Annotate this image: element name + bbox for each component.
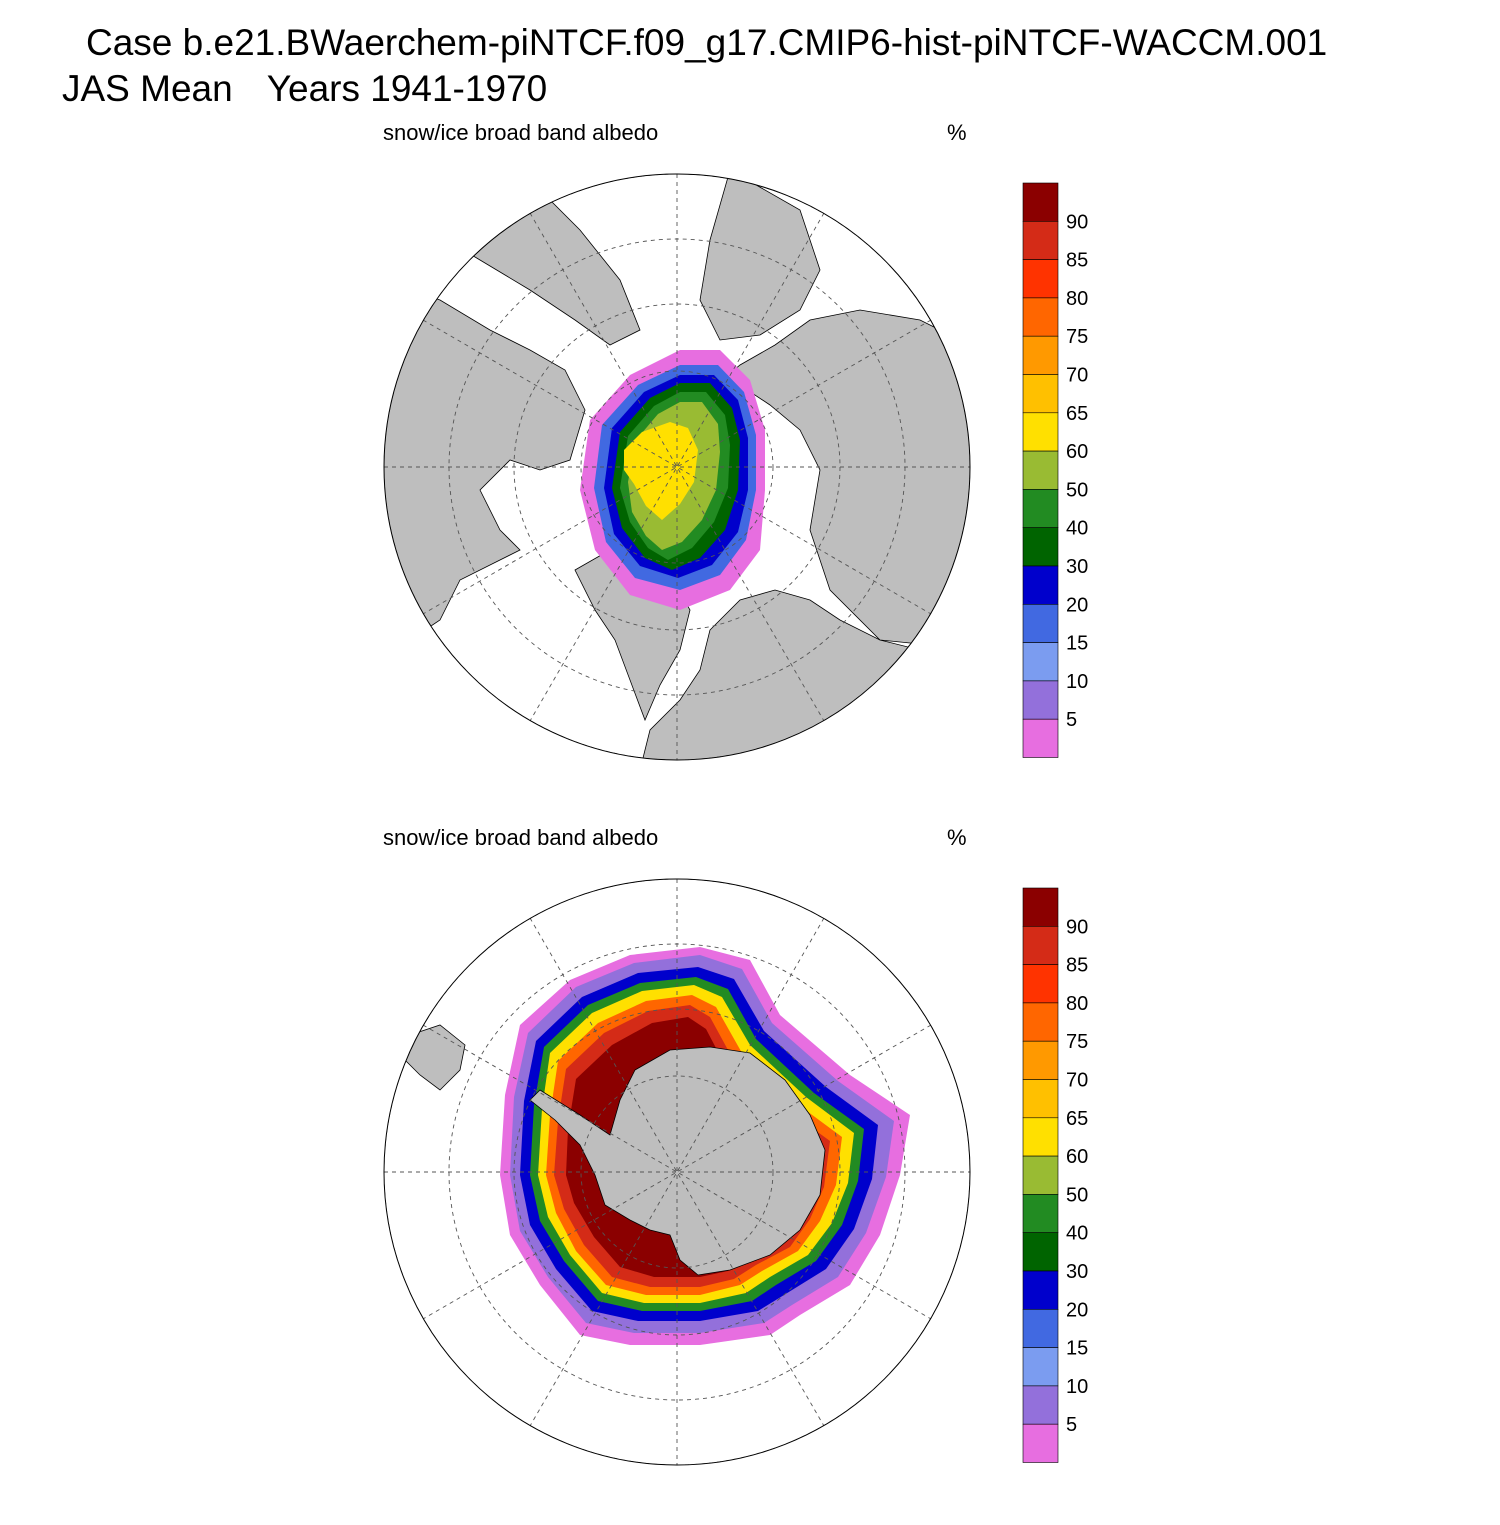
colorbar-tick-label: 60 bbox=[1066, 441, 1088, 463]
colorbar-swatch bbox=[1022, 1385, 1059, 1425]
colorbar-tick-label: 30 bbox=[1066, 1261, 1088, 1283]
colorbar-swatch bbox=[1022, 220, 1059, 260]
colorbar-swatch bbox=[1022, 1117, 1059, 1157]
colorbar-swatch bbox=[1022, 259, 1059, 299]
colorbar-tick-label: 75 bbox=[1066, 1031, 1088, 1053]
panel-north-title: snow/ice broad band albedo bbox=[383, 120, 659, 145]
colorbar-swatch bbox=[1022, 680, 1059, 720]
colorbar-swatch bbox=[1022, 297, 1059, 337]
colorbar-tick-label: 10 bbox=[1066, 1376, 1088, 1398]
case-title: Case b.e21.BWaerchem-piNTCF.f09_g17.CMIP… bbox=[86, 22, 1328, 63]
colorbar-swatch bbox=[1022, 1308, 1059, 1348]
colorbar-tick-label: 20 bbox=[1066, 1299, 1088, 1321]
panel-south-title: snow/ice broad band albedo bbox=[383, 825, 659, 850]
colorbar-tick-label: 85 bbox=[1066, 250, 1088, 272]
panel-south: snow/ice broad band albedo % 90 85 bbox=[0, 825, 1500, 1525]
colorbar-swatch bbox=[1022, 1423, 1059, 1463]
colorbar-swatch bbox=[1022, 412, 1059, 452]
colorbar-swatch bbox=[1022, 718, 1059, 758]
south-america-land bbox=[404, 1024, 466, 1091]
south-colorbar: 90 85 80 75 70 65 60 50 40 30 20 15 10 5 bbox=[1022, 887, 1088, 1463]
years-label: Years 1941-1970 bbox=[266, 68, 548, 109]
colorbar-swatch bbox=[1022, 450, 1059, 490]
ice-band-60 bbox=[624, 422, 698, 520]
colorbar-swatch bbox=[1022, 1155, 1059, 1195]
north-map-border bbox=[383, 173, 971, 761]
colorbar-tick-label: 85 bbox=[1066, 955, 1088, 977]
south-map-border bbox=[383, 878, 971, 1466]
colorbar-tick-label: 75 bbox=[1066, 326, 1088, 348]
colorbar-tick-label: 50 bbox=[1066, 479, 1088, 501]
colorbar-tick-label: 5 bbox=[1066, 1414, 1077, 1436]
colorbar-swatch bbox=[1022, 1194, 1059, 1233]
colorbar-swatch bbox=[1022, 1079, 1059, 1119]
colorbar-swatch bbox=[1022, 1270, 1059, 1310]
colorbar-tick-label: 70 bbox=[1066, 365, 1088, 387]
colorbar-tick-label: 40 bbox=[1066, 518, 1088, 540]
colorbar-swatch bbox=[1022, 182, 1059, 222]
north-america-land bbox=[384, 279, 586, 641]
north-graticule bbox=[384, 174, 970, 760]
colorbar-swatch bbox=[1022, 1347, 1059, 1387]
season-years-title: JAS Mean Years 1941-1970 bbox=[62, 68, 547, 110]
north-land bbox=[384, 174, 970, 760]
colorbar-tick-label: 65 bbox=[1066, 1108, 1088, 1130]
antarctica-land bbox=[529, 1046, 826, 1276]
colorbar-tick-label: 80 bbox=[1066, 288, 1088, 310]
colorbar-swatch bbox=[1022, 887, 1059, 927]
colorbar-tick-label: 15 bbox=[1066, 1338, 1088, 1360]
south-land bbox=[404, 1024, 826, 1276]
colorbar-tick-label: 10 bbox=[1066, 671, 1088, 693]
colorbar-tick-label: 30 bbox=[1066, 556, 1088, 578]
colorbar-swatch bbox=[1022, 374, 1059, 414]
colorbar-swatch bbox=[1022, 489, 1059, 528]
south-polar-map bbox=[383, 878, 971, 1466]
north-polar-map bbox=[383, 173, 971, 761]
colorbar-tick-label: 65 bbox=[1066, 403, 1088, 425]
colorbar-swatch bbox=[1022, 565, 1059, 605]
season-label: JAS Mean bbox=[62, 68, 233, 109]
colorbar-swatch bbox=[1022, 925, 1059, 965]
colorbar-swatch bbox=[1022, 642, 1059, 682]
colorbar-tick-label: 50 bbox=[1066, 1184, 1088, 1206]
panel-north-units: % bbox=[947, 120, 967, 145]
colorbar-swatch bbox=[1022, 1232, 1059, 1272]
colorbar-tick-label: 15 bbox=[1066, 633, 1088, 655]
north-colorbar: 90 85 80 75 70 65 60 50 40 30 20 15 10 5 bbox=[1022, 182, 1088, 758]
chukotka-land bbox=[699, 174, 821, 341]
colorbar-tick-label: 90 bbox=[1066, 211, 1088, 233]
colorbar-tick-label: 70 bbox=[1066, 1070, 1088, 1092]
colorbar-swatch bbox=[1022, 964, 1059, 1004]
colorbar-tick-label: 90 bbox=[1066, 916, 1088, 938]
south-graticule bbox=[384, 879, 970, 1465]
colorbar-swatch bbox=[1022, 527, 1059, 567]
colorbar-swatch bbox=[1022, 335, 1059, 375]
panel-north: snow/ice broad band albedo % bbox=[0, 120, 1500, 820]
colorbar-tick-label: 40 bbox=[1066, 1223, 1088, 1245]
colorbar-tick-label: 5 bbox=[1066, 709, 1077, 731]
panel-south-units: % bbox=[947, 825, 967, 850]
colorbar-swatch bbox=[1022, 1002, 1059, 1042]
colorbar-tick-label: 60 bbox=[1066, 1146, 1088, 1168]
colorbar-swatch bbox=[1022, 1040, 1059, 1080]
colorbar-tick-label: 80 bbox=[1066, 993, 1088, 1015]
colorbar-swatch bbox=[1022, 603, 1059, 643]
figure-header: Case b.e21.BWaerchem-piNTCF.f09_g17.CMIP… bbox=[0, 0, 1500, 120]
colorbar-tick-label: 20 bbox=[1066, 594, 1088, 616]
